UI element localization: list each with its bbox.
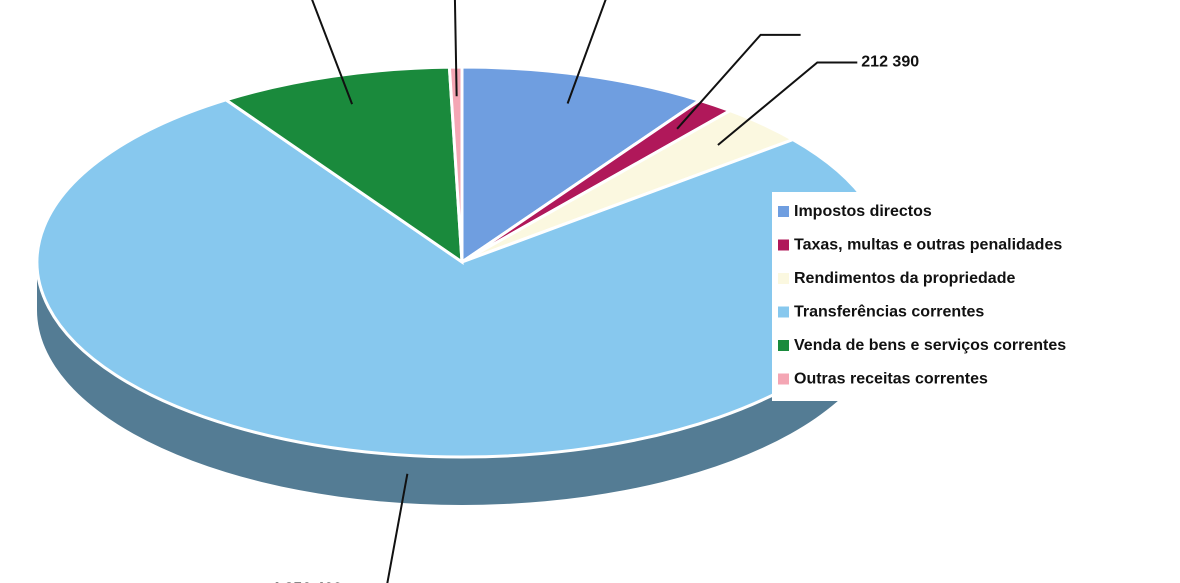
legend-swatch	[778, 239, 789, 251]
legend-swatch	[778, 306, 789, 318]
legend-label: Impostos directos	[794, 203, 932, 220]
leader-line	[311, 0, 354, 105]
legend-label: Venda de bens e serviços correntes	[794, 337, 1066, 354]
data-label: 4 856 409	[271, 581, 342, 583]
legend-label: Rendimentos da propriedade	[794, 270, 1015, 287]
legend-swatch	[778, 373, 789, 385]
legend-swatch	[778, 206, 789, 217]
legend-label: Transferências correntes	[794, 304, 984, 321]
legend-label: Taxas, multas e outras penalidades	[794, 237, 1062, 254]
leader-line	[566, 0, 607, 104]
slice-side	[37, 262, 887, 505]
leader-line	[717, 61, 858, 146]
leader-line	[676, 33, 801, 130]
legend-swatch	[778, 340, 789, 351]
data-label: 565 368	[208, 0, 266, 1]
legend-label: Outras receitas correntes	[794, 371, 988, 388]
legend-box	[772, 192, 1172, 401]
legend-swatch	[778, 273, 789, 284]
slice	[222, 65, 464, 265]
data-label: 212 390	[861, 54, 919, 71]
leader-line	[386, 473, 409, 583]
leader-line	[453, 0, 458, 97]
slice	[460, 65, 704, 265]
